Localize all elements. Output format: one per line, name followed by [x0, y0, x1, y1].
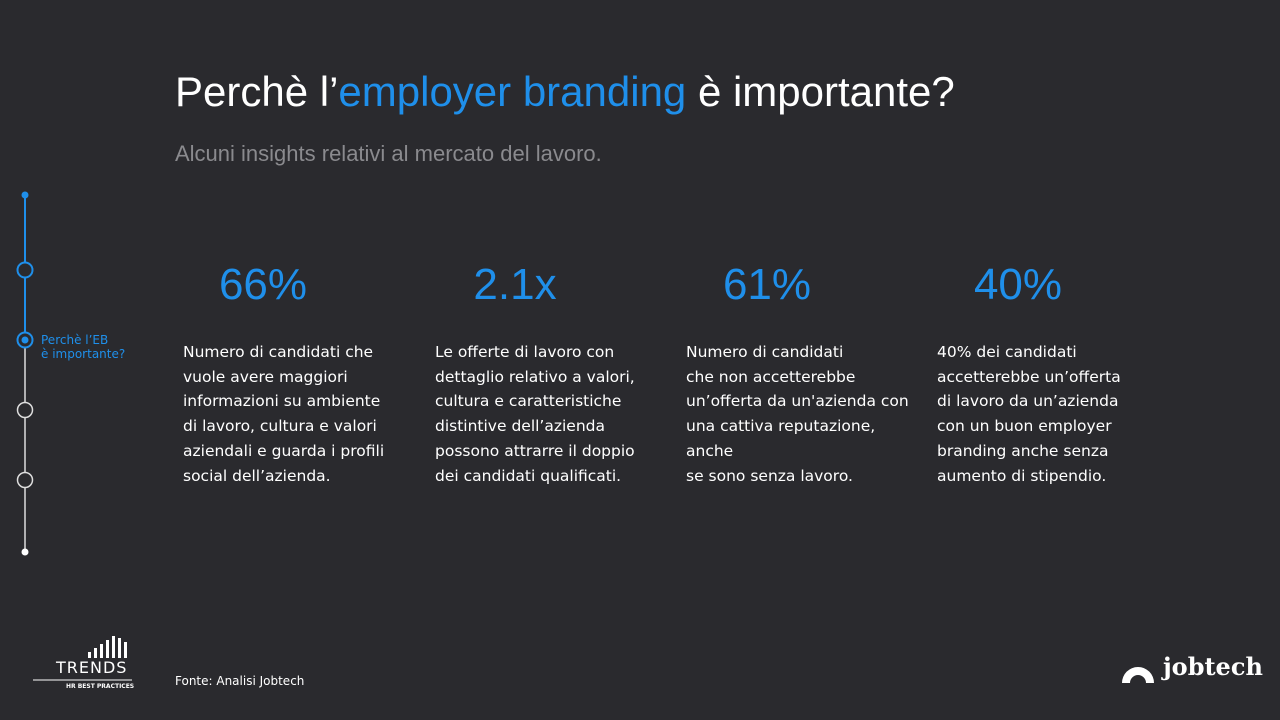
description-line: che non accetterebbe: [686, 367, 856, 386]
title-text: Perchè l’: [175, 68, 339, 115]
description-line: Le offerte di lavoro con: [435, 343, 615, 361]
description-line: con un buon employer: [937, 417, 1112, 436]
logo-tagline: HR BEST PRACTICES: [66, 683, 135, 690]
description-line: distintive dell’azienda: [435, 417, 606, 436]
description-line: anche: [686, 441, 734, 460]
description-line: accetterebbe un’offerta: [937, 367, 1121, 386]
description-line: Numero di candidati: [686, 343, 844, 361]
stat-value: 2.1x: [473, 260, 557, 309]
nav-label-line: Perchè l’EB: [41, 333, 109, 347]
stat-description: Le offerte di lavoro con dettaglio relati…: [435, 340, 635, 488]
description-line: 40% dei candidati: [937, 343, 1077, 361]
trends-logo-mark: [33, 636, 132, 681]
description-line: dettaglio relativo a valori,: [435, 367, 635, 386]
description-line: di lavoro, cultura e valori: [183, 417, 377, 436]
title-text: è importante?: [686, 68, 955, 115]
description-line: branding anche senza: [937, 441, 1109, 460]
description-line: possono attrarre il doppio: [435, 441, 635, 460]
subtitle: Alcuni insights relativi al mercato del …: [175, 141, 602, 166]
description-line: dei candidati qualificati.: [435, 466, 622, 485]
source: Fonte: Analisi Jobtech: [175, 674, 305, 688]
stat-description: 40% dei candidati accetterebbe un’offerta…: [937, 340, 1121, 488]
description-line: cultura e caratteristiche: [435, 392, 622, 411]
stat-value: 61%: [722, 260, 812, 309]
description-line: social dell’azienda.: [183, 466, 331, 485]
description-line: se sono senza lavoro.: [686, 466, 853, 485]
progress-nav: [16, 191, 34, 556]
description-line: di lavoro da un’azienda: [937, 392, 1119, 411]
description-line: aziendali e guarda i profili: [183, 441, 385, 460]
stat-value: 40%: [973, 260, 1063, 309]
stat-value: 66%: [218, 260, 308, 309]
stat-description: Numero di candidati che vuole avere maggi…: [183, 340, 384, 488]
description-line: un’offerta da un'azienda con: [686, 392, 909, 411]
description-line: aumento di stipendio.: [937, 466, 1107, 485]
description-line: informazioni su ambiente: [183, 392, 381, 411]
description-line: una cattiva reputazione,: [686, 417, 876, 436]
nav-label: Perchè l’EB è importante?: [41, 333, 125, 361]
logo-text: jobtech: [1163, 652, 1263, 681]
title: Perchè l’employer branding è importante?: [175, 68, 955, 116]
title-highlight: employer branding: [338, 68, 687, 115]
stat-description: Numero di candidati che non accetterebbe u…: [686, 340, 909, 488]
description-line: vuole avere maggiori: [183, 367, 348, 386]
logo-text: TRENDS: [56, 658, 128, 677]
jobtech-logo-mark: [1122, 667, 1154, 683]
description-line: Numero di candidati che: [183, 343, 374, 361]
nav-label-line: è importante?: [41, 347, 126, 361]
